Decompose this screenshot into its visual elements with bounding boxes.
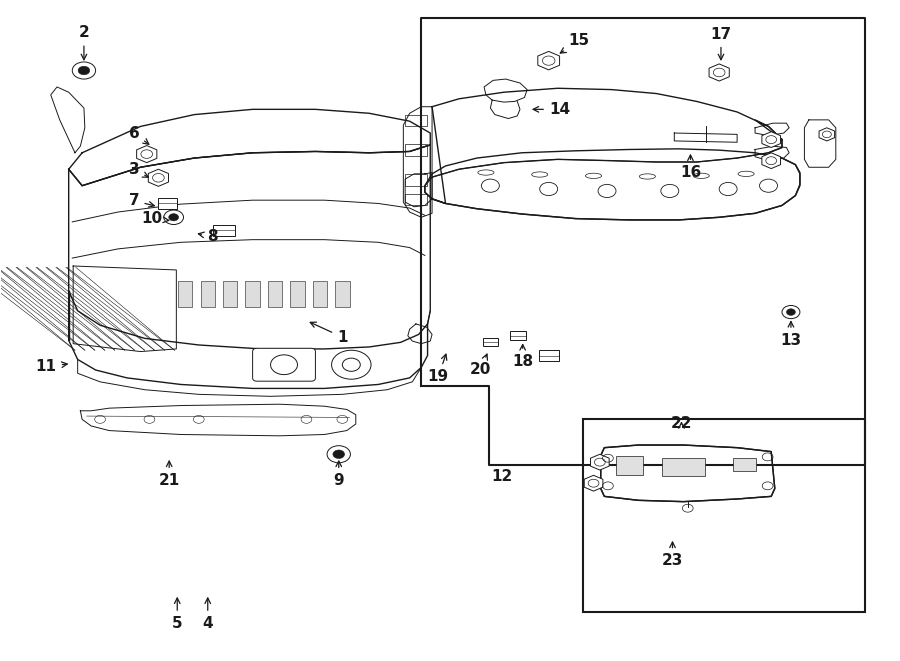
Text: 16: 16 bbox=[680, 155, 701, 180]
Circle shape bbox=[331, 350, 371, 379]
Polygon shape bbox=[590, 454, 609, 470]
Text: 13: 13 bbox=[780, 321, 802, 348]
Polygon shape bbox=[584, 475, 603, 491]
Polygon shape bbox=[538, 52, 560, 70]
Text: 14: 14 bbox=[533, 102, 570, 117]
Polygon shape bbox=[600, 445, 775, 502]
Bar bbox=[405, 174, 427, 186]
Bar bbox=[583, 419, 865, 612]
Bar bbox=[510, 331, 526, 340]
Bar bbox=[405, 114, 427, 126]
Text: 6: 6 bbox=[129, 126, 148, 144]
Text: 5: 5 bbox=[172, 598, 183, 631]
Bar bbox=[312, 281, 327, 307]
Text: 10: 10 bbox=[141, 211, 169, 226]
Text: 12: 12 bbox=[491, 469, 513, 484]
Text: 8: 8 bbox=[198, 229, 218, 244]
Text: 17: 17 bbox=[710, 27, 732, 59]
Bar bbox=[291, 281, 304, 307]
Circle shape bbox=[78, 66, 90, 75]
Bar bbox=[405, 144, 427, 156]
Polygon shape bbox=[819, 128, 834, 141]
Bar bbox=[201, 281, 215, 307]
Text: 4: 4 bbox=[202, 598, 213, 631]
Circle shape bbox=[168, 214, 178, 221]
Circle shape bbox=[164, 210, 184, 225]
Circle shape bbox=[787, 309, 796, 315]
Text: 2: 2 bbox=[78, 26, 89, 59]
Bar bbox=[246, 281, 260, 307]
Text: 9: 9 bbox=[333, 461, 344, 488]
Text: 21: 21 bbox=[158, 461, 180, 488]
Bar bbox=[268, 281, 283, 307]
Circle shape bbox=[327, 446, 350, 463]
Circle shape bbox=[333, 450, 345, 459]
Polygon shape bbox=[762, 153, 780, 169]
Text: 19: 19 bbox=[428, 354, 449, 384]
Bar bbox=[223, 281, 238, 307]
Text: 3: 3 bbox=[129, 163, 148, 177]
Text: 20: 20 bbox=[470, 354, 491, 377]
Bar bbox=[335, 281, 349, 307]
Bar bbox=[178, 281, 193, 307]
Bar bbox=[539, 350, 559, 361]
Text: 22: 22 bbox=[670, 416, 692, 432]
Polygon shape bbox=[137, 145, 157, 163]
Circle shape bbox=[72, 62, 95, 79]
Text: 15: 15 bbox=[561, 34, 590, 53]
Polygon shape bbox=[709, 64, 729, 81]
Bar bbox=[733, 458, 756, 471]
Text: 11: 11 bbox=[36, 359, 68, 374]
Text: 23: 23 bbox=[662, 542, 683, 568]
Bar bbox=[405, 194, 427, 206]
Bar bbox=[213, 225, 235, 236]
Text: 18: 18 bbox=[512, 344, 533, 369]
Polygon shape bbox=[762, 132, 780, 147]
FancyBboxPatch shape bbox=[253, 348, 315, 381]
Circle shape bbox=[782, 305, 800, 319]
Text: 7: 7 bbox=[129, 193, 154, 208]
Bar bbox=[616, 456, 643, 475]
Bar bbox=[483, 338, 498, 346]
Text: 1: 1 bbox=[310, 322, 347, 344]
Polygon shape bbox=[148, 169, 168, 186]
Bar bbox=[662, 457, 705, 476]
Bar bbox=[158, 198, 177, 209]
